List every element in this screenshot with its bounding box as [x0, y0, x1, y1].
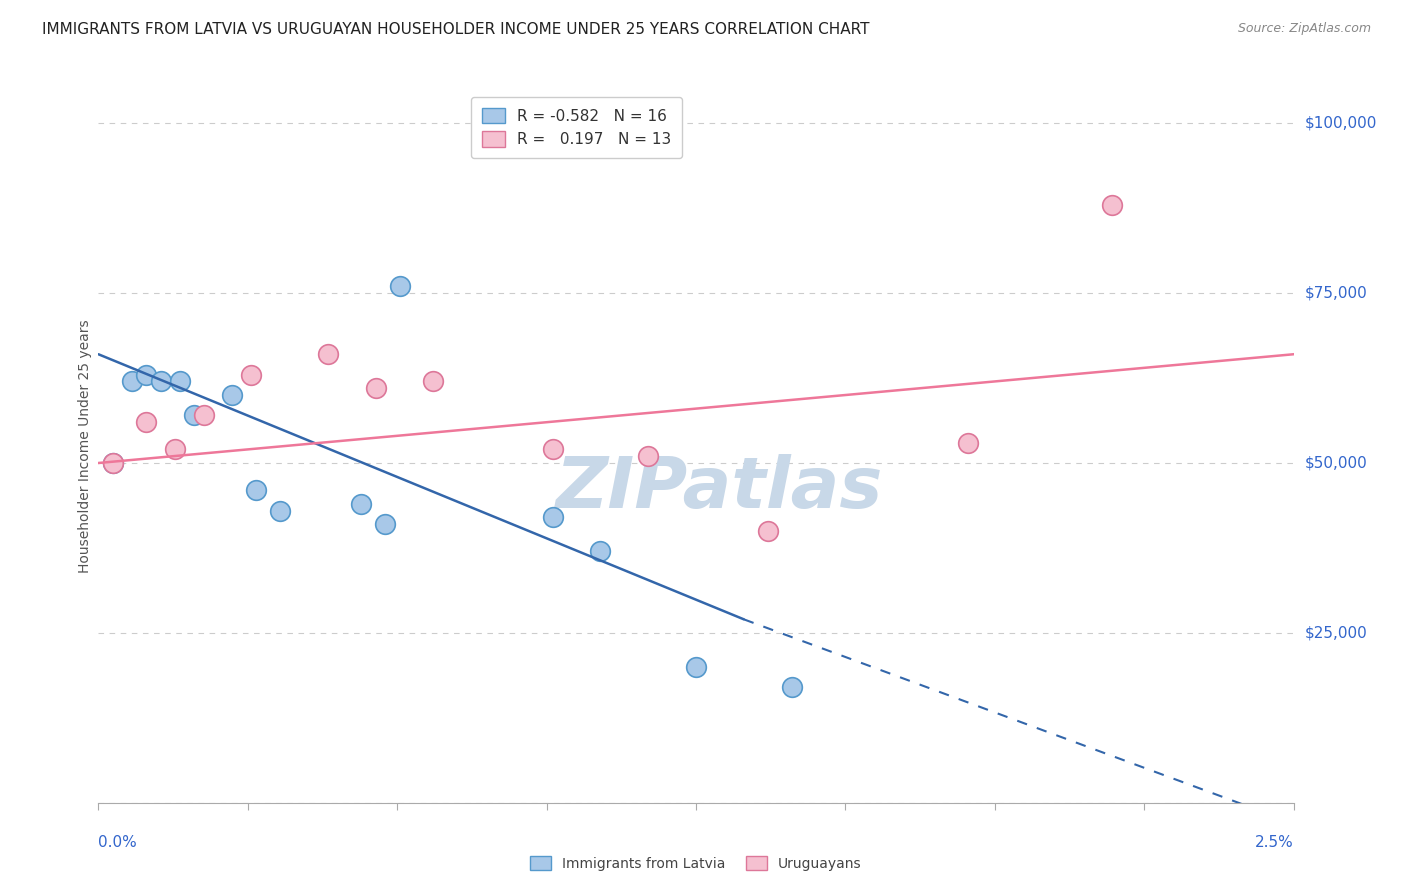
Point: [350, 497, 373, 511]
Point: [240, 368, 263, 382]
Point: [183, 409, 205, 423]
Point: [957, 435, 980, 450]
Text: $25,000: $25,000: [1305, 625, 1368, 640]
Text: $50,000: $50,000: [1305, 456, 1368, 470]
Point: [388, 279, 411, 293]
Text: $75,000: $75,000: [1305, 285, 1368, 301]
Point: [374, 517, 396, 532]
Point: [163, 442, 186, 457]
Text: 0.0%: 0.0%: [98, 836, 138, 850]
Y-axis label: Householder Income Under 25 years: Householder Income Under 25 years: [77, 319, 91, 573]
Point: [101, 456, 124, 470]
Legend: Immigrants from Latvia, Uruguayans: Immigrants from Latvia, Uruguayans: [523, 849, 869, 878]
Point: [316, 347, 339, 361]
Text: IMMIGRANTS FROM LATVIA VS URUGUAYAN HOUSEHOLDER INCOME UNDER 25 YEARS CORRELATIO: IMMIGRANTS FROM LATVIA VS URUGUAYAN HOUS…: [42, 22, 870, 37]
Point: [135, 368, 157, 382]
Text: $100,000: $100,000: [1305, 116, 1376, 131]
Point: [541, 442, 564, 457]
Point: [135, 415, 157, 429]
Point: [756, 524, 779, 538]
Text: ZIPatlas: ZIPatlas: [557, 454, 883, 524]
Point: [637, 449, 659, 463]
Point: [269, 503, 291, 517]
Point: [685, 660, 707, 674]
Point: [169, 375, 191, 389]
Point: [121, 375, 143, 389]
Point: [193, 409, 215, 423]
Text: Source: ZipAtlas.com: Source: ZipAtlas.com: [1237, 22, 1371, 36]
Point: [589, 544, 612, 558]
Point: [101, 456, 124, 470]
Point: [780, 680, 803, 694]
Point: [149, 375, 172, 389]
Text: 2.5%: 2.5%: [1254, 836, 1294, 850]
Point: [245, 483, 267, 498]
Point: [364, 381, 387, 395]
Point: [1101, 198, 1123, 212]
Point: [422, 375, 444, 389]
Point: [541, 510, 564, 524]
Point: [221, 388, 243, 402]
